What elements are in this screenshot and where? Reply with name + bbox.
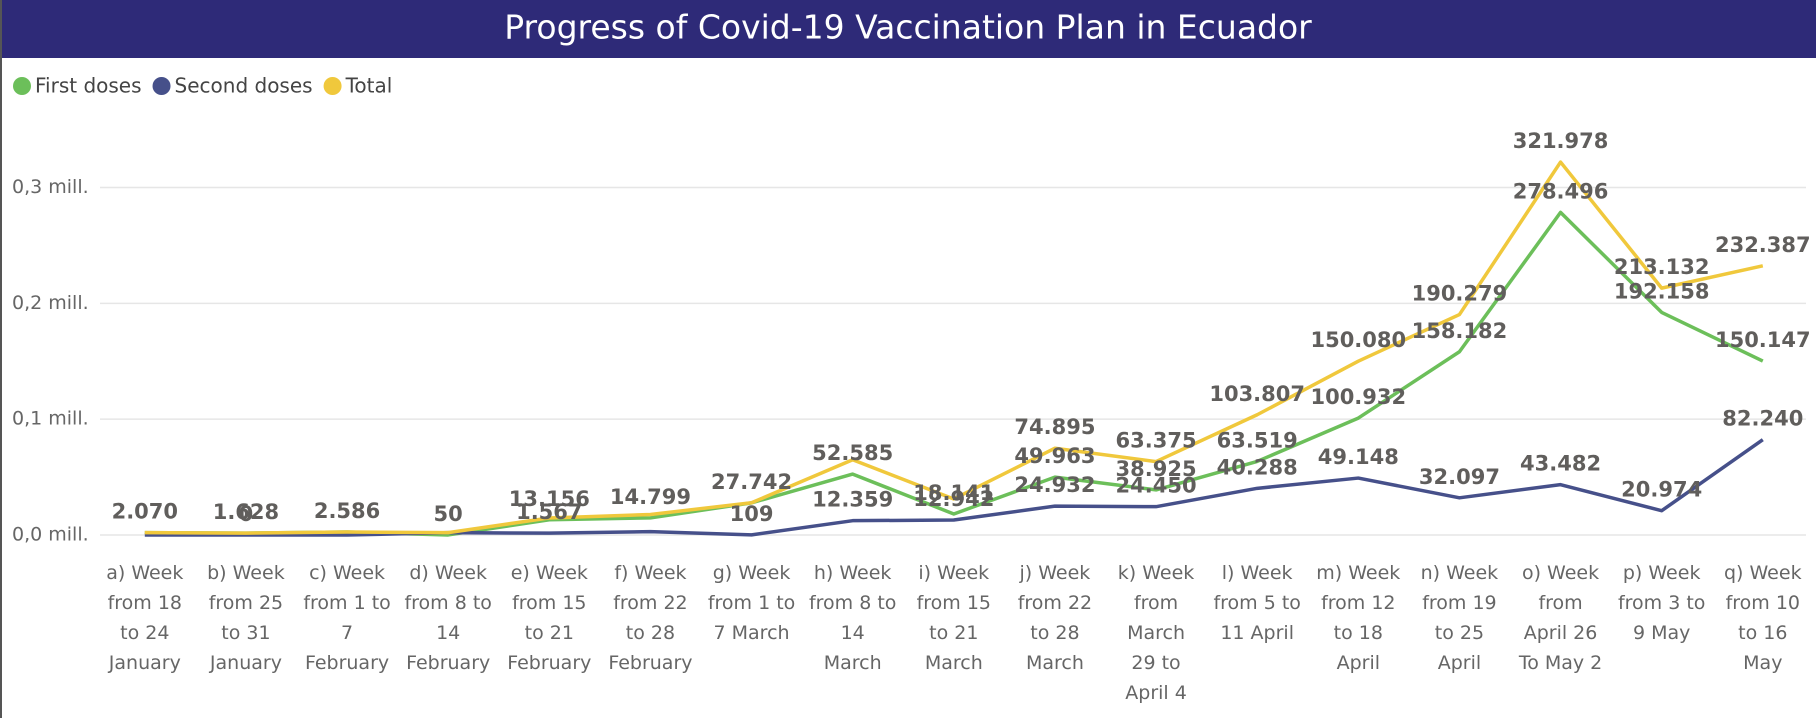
data-label: 13.156 (509, 487, 590, 511)
x-tick-label: h) Week from 8 to 14 March (809, 562, 896, 674)
x-tick-label: o) Week from April 26 To May 2 (1518, 562, 1602, 674)
data-label: 109 (730, 502, 774, 526)
x-tick-label: d) Week from 8 to 14 February (404, 562, 491, 674)
data-label: 50 (434, 502, 463, 526)
data-label: 74.895 (1014, 415, 1095, 439)
data-label: 63.375 (1116, 429, 1197, 453)
data-label: 82.240 (1722, 407, 1803, 431)
data-label: 213.132 (1614, 255, 1710, 279)
data-label: 20.974 (1621, 478, 1702, 502)
data-label: 38.925 (1116, 457, 1197, 481)
data-label: 158.182 (1412, 319, 1508, 343)
data-label: 49.963 (1014, 444, 1095, 468)
data-label: 0 (239, 502, 254, 526)
x-tick-label: a) Week from 18 to 24 January (106, 562, 183, 674)
x-tick-label: k) Week from March 29 to April 4 (1118, 562, 1195, 704)
data-label: 14.799 (610, 485, 691, 509)
data-label: 49.148 (1318, 445, 1399, 469)
legend-swatch (13, 77, 31, 95)
data-label: 1.628 (213, 500, 279, 524)
x-tick-label: l) Week from 5 to 11 April (1213, 562, 1300, 644)
legend-swatch (152, 77, 171, 95)
data-label: 32.097 (1419, 465, 1500, 489)
data-label: 24.932 (1014, 473, 1095, 497)
data-label: 63.519 (1217, 428, 1298, 452)
left-border (0, 0, 2, 718)
data-label: 2.586 (314, 499, 380, 523)
data-label: 18.141 (913, 481, 994, 505)
data-label: 1.567 (516, 500, 582, 524)
x-tick-label: n) Week from 19 to 25 April (1421, 562, 1499, 674)
data-label: 12.359 (812, 488, 893, 512)
x-tick-label: c) Week from 1 to 7 February (303, 562, 390, 674)
data-label: 100.932 (1310, 385, 1406, 409)
legend-label: Second doses (175, 74, 313, 98)
y-tick-label: 0,0 mill. (12, 524, 89, 546)
title-bar (0, 0, 1816, 58)
data-label: 192.158 (1614, 279, 1710, 303)
data-label: 190.279 (1412, 282, 1508, 306)
data-label: 2.070 (112, 500, 178, 524)
data-label: 232.387 (1715, 233, 1811, 257)
x-tick-label: j) Week from 22 to 28 March (1018, 562, 1092, 674)
data-label: 27.742 (711, 470, 792, 494)
y-tick-label: 0,3 mill. (12, 176, 89, 198)
data-label: 12.942 (913, 487, 994, 511)
x-tick-label: b) Week from 25 to 31 January (207, 562, 285, 674)
data-label: 52.585 (812, 441, 893, 465)
x-tick-label: p) Week from 3 to 9 May (1618, 562, 1705, 644)
series-line (144, 160, 1764, 535)
data-label: 150.080 (1310, 328, 1406, 352)
legend-label: Total (345, 74, 393, 98)
x-tick-label: f) Week from 22 to 28 February (608, 562, 692, 674)
data-label: 321.978 (1513, 129, 1609, 153)
data-label: 24.450 (1116, 474, 1197, 498)
data-label: 43.482 (1520, 452, 1601, 476)
data-label: 278.496 (1513, 179, 1609, 203)
legend-label: First doses (35, 74, 142, 98)
chart-title: Progress of Covid-19 Vaccination Plan in… (504, 8, 1312, 47)
x-tick-label: i) Week from 15 to 21 March (917, 562, 991, 674)
y-tick-label: 0,2 mill. (12, 292, 89, 314)
y-tick-label: 0,1 mill. (12, 408, 89, 430)
data-label: 103.807 (1209, 382, 1305, 406)
x-tick-label: m) Week from 12 to 18 April (1316, 562, 1400, 674)
x-tick-label: g) Week from 1 to 7 March (708, 562, 795, 644)
data-label: 40.288 (1217, 455, 1298, 479)
x-tick-label: e) Week from 15 to 21 February (507, 562, 591, 674)
data-label: 150.147 (1715, 328, 1811, 352)
x-tick-label: q) Week from 10 to 16 May (1724, 562, 1802, 674)
legend-swatch (323, 77, 342, 95)
